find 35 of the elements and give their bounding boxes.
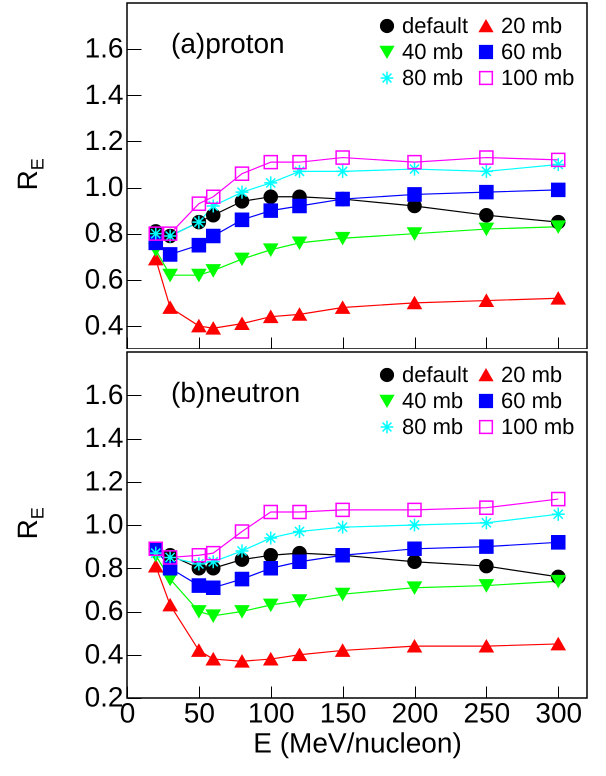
legend-label: 60 mb — [501, 388, 562, 413]
y-tick-label: 1.4 — [84, 78, 124, 110]
y-tick-label: 1.2 — [84, 465, 124, 496]
y-tick-label: 1.0 — [84, 508, 124, 540]
text: (a)proton — [171, 28, 285, 59]
text: (b)neutron — [171, 377, 300, 408]
y-tick-label: 1.4 — [84, 422, 124, 453]
x-tick-label: 150 — [320, 698, 366, 728]
legend-label: 40 mb — [402, 388, 464, 413]
legend-label: 100 mb — [501, 65, 574, 90]
x-axis-title: E (MeV/nucleon) — [253, 728, 462, 758]
y-tick-label: 1.2 — [84, 124, 124, 156]
legend-label: default — [402, 362, 468, 387]
y-tick-label: 0.8 — [84, 217, 124, 248]
y-tick-label: 1.0 — [84, 171, 124, 202]
legend-label: 40 mb — [402, 39, 464, 64]
y-tick-label: 0.4 — [84, 638, 124, 670]
legend-label: 100 mb — [501, 414, 574, 439]
legend-label: 80 mb — [402, 65, 464, 90]
y-tick-label: 0.4 — [84, 309, 124, 340]
y-tick-label: 0.6 — [84, 595, 124, 626]
legend-label: 20 mb — [501, 362, 562, 387]
legend-label: 80 mb — [402, 414, 464, 439]
y-tick-label: 1.6 — [84, 378, 124, 410]
x-tick-label: 100 — [248, 698, 295, 728]
x-tick-label: 300 — [535, 698, 582, 728]
legend-label: default — [402, 13, 468, 38]
legend-label: 20 mb — [501, 13, 562, 38]
y-tick-label: 0.8 — [84, 552, 124, 583]
x-tick-label: 250 — [464, 698, 510, 728]
y-tick-label: 1.6 — [84, 32, 124, 64]
legend-label: 60 mb — [501, 39, 562, 64]
x-tick-label: 200 — [392, 698, 438, 728]
x-tick-label: 50 — [184, 698, 215, 728]
y-tick-label: 0.6 — [84, 263, 124, 294]
